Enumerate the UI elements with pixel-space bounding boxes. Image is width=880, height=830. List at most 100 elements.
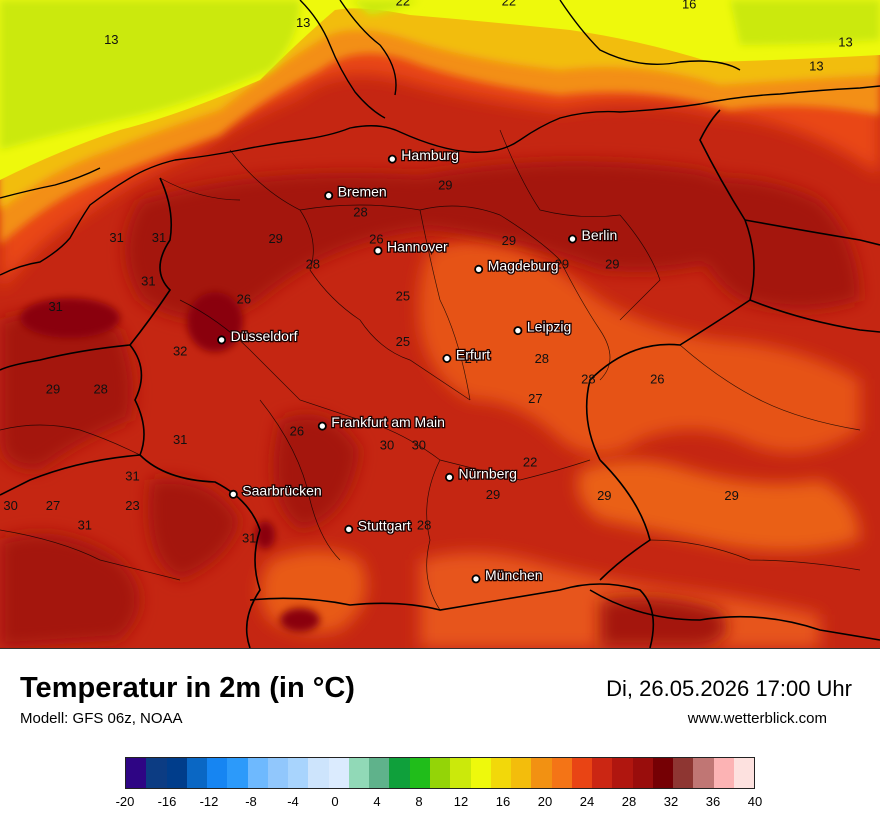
city-label: Magdeburg: [488, 257, 559, 273]
city-label: Hannover: [387, 239, 448, 255]
city-dot: [387, 154, 397, 164]
legend-tick-label: 36: [705, 794, 721, 809]
legend-swatch: [247, 758, 268, 788]
city-hannover: Hannover: [373, 237, 449, 256]
temperature-field-orange-bavaria: [577, 460, 860, 552]
isotherm-label: 29: [555, 257, 569, 272]
legend-swatch: [166, 758, 187, 788]
legend-swatch: [531, 758, 552, 788]
isotherm-label: 31: [109, 230, 123, 245]
model-source: Modell: GFS 06z, NOAA: [20, 710, 183, 727]
legend-swatch: [207, 758, 228, 788]
legend-tick-label: 40: [747, 794, 763, 809]
legend-tick-label: 4: [373, 794, 381, 809]
isotherm-label: 30: [3, 498, 17, 513]
isotherm-label: 26: [650, 371, 664, 386]
legend-tick-label: 28: [621, 794, 637, 809]
legend-swatch: [713, 758, 734, 788]
isotherm-label: 29: [268, 231, 282, 246]
city-dot: [568, 234, 578, 244]
legend-swatch: [450, 758, 471, 788]
isotherm-label: 30: [412, 437, 426, 452]
legend-tick-label: -16: [157, 794, 177, 809]
legend-tick-label: 8: [415, 794, 423, 809]
isotherm-label: 31: [242, 531, 256, 546]
isotherm-label: 28: [93, 382, 107, 397]
isotherm-label: 26: [237, 291, 251, 306]
city-dot: [344, 524, 354, 534]
isotherm-label: 23: [125, 498, 139, 513]
city-label: Stuttgart: [358, 517, 411, 533]
city-muenchen: München: [471, 566, 544, 584]
legend-tick-label: 12: [453, 794, 469, 809]
map-title: Temperatur in 2m (in °C): [20, 672, 355, 704]
isotherm-label: 30: [380, 437, 394, 452]
legend-swatch: [389, 758, 410, 788]
isotherm-label: 27: [528, 391, 542, 406]
city-dot: [373, 246, 383, 256]
legend-tick-label: -4: [287, 794, 299, 809]
map-coastlines: [0, 0, 880, 276]
isotherm-label: 31: [78, 517, 92, 532]
isotherm-label: 28: [581, 371, 595, 386]
legend-tick-label: -8: [245, 794, 257, 809]
isotherm-label: 13: [838, 35, 852, 50]
legend-swatch: [490, 758, 512, 788]
isotherm-label: 32: [173, 343, 187, 358]
legend-swatch: [267, 758, 289, 788]
city-dot: [513, 326, 523, 336]
city-dot: [444, 472, 454, 482]
legend-swatch: [227, 758, 248, 788]
city-dot: [217, 335, 227, 345]
city-dot: [324, 191, 334, 201]
isotherm-label: 28: [417, 517, 431, 532]
legend-swatch: [328, 758, 349, 788]
isotherm-label: 29: [597, 488, 611, 503]
legend-tick-label: -20: [115, 794, 135, 809]
isotherm-label: 31: [125, 468, 139, 483]
legend-swatch: [571, 758, 593, 788]
isotherm-label: 26: [369, 232, 383, 247]
city-markers: Hamburg Bremen Hannover Berlin Magdeburg Düss…: [217, 146, 619, 584]
city-bremen: Bremen: [324, 182, 388, 201]
legend-tick-label: 0: [331, 794, 339, 809]
city-label: Berlin: [582, 227, 618, 243]
isotherm-label: 22: [502, 0, 516, 8]
isotherm-label: 29: [46, 382, 60, 397]
temperature-field-sea-lime: [0, 0, 300, 150]
city-frankfurt-am-main: Frankfurt am Main: [317, 413, 446, 431]
isotherm-label: 27: [46, 498, 60, 513]
legend-swatch: [673, 758, 694, 788]
city-label: Saarbrücken: [242, 482, 321, 498]
city-label: München: [485, 567, 543, 583]
isotherm-label: 22: [396, 0, 410, 8]
temperature-map: 13 13 13 13 22 22 16 31 31 31 31 32 29 28 28 26 29 29 29 29…: [0, 0, 880, 649]
legend-swatch: [551, 758, 572, 788]
city-dot: [471, 574, 481, 584]
city-dot: [442, 353, 452, 363]
city-erfurt: Erfurt: [442, 345, 492, 364]
legend-swatch: [308, 758, 329, 788]
legend-swatch: [511, 758, 532, 788]
city-nuernberg: Nürnberg: [444, 464, 518, 483]
city-dot: [317, 421, 327, 431]
legend-swatch: [733, 758, 755, 788]
isotherm-label: 29: [605, 257, 619, 272]
isotherm-label: 25: [396, 288, 410, 303]
legend-swatch: [632, 758, 653, 788]
legend-swatch: [288, 758, 309, 788]
map-state-borders: [0, 129, 861, 611]
temperature-field-lime-strip: [350, 0, 420, 15]
website-link[interactable]: www.wetterblick.com: [687, 710, 827, 727]
isotherm-label: 16: [682, 0, 696, 12]
legend-tick-label: 24: [579, 794, 595, 809]
city-label: Hamburg: [401, 147, 459, 163]
isotherm-label: 28: [353, 205, 367, 220]
isotherm-label: 22: [523, 454, 537, 469]
city-saarbruecken: Saarbrücken: [228, 481, 323, 500]
isotherm-label: 31: [48, 299, 62, 314]
map-country-borders: [0, 109, 880, 648]
color-legend-bar: [125, 757, 755, 789]
legend-swatch: [146, 758, 167, 788]
